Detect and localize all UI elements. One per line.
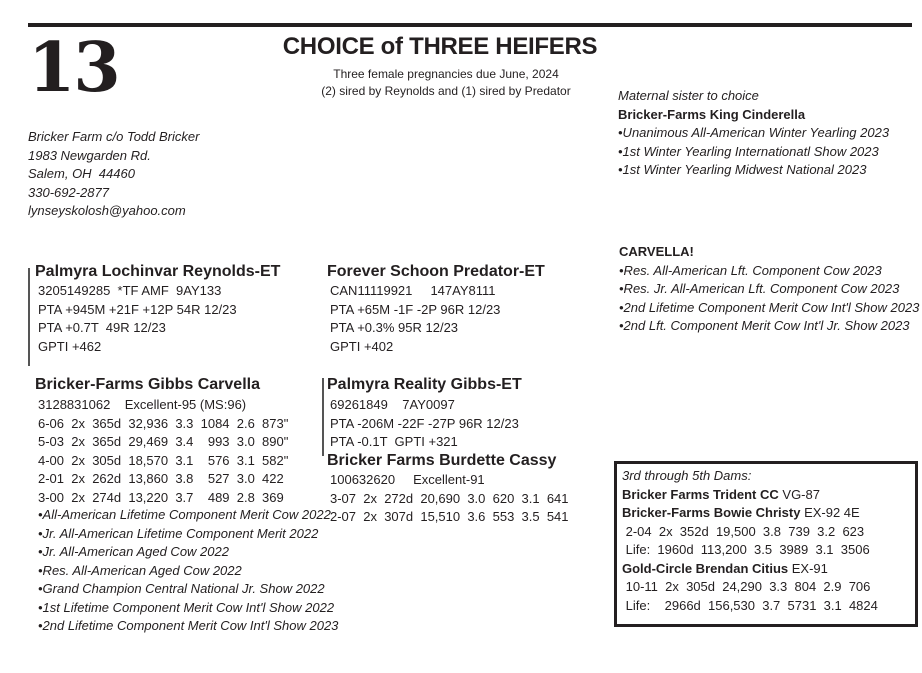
dam-line: 3128831062 Excellent-95 (MS:96) [38,397,247,412]
carvella-award: •2nd Lft. Component Merit Cow Int'l Jr. … [619,318,910,333]
dam4-record: 2-04 2x 352d 19,500 3.8 739 3.2 623 [622,523,865,539]
dam-award: •Res. All-American Aged Cow 2022 [38,562,242,578]
dam-sire-line: PTA -206M -22F -27P 96R 12/23 [330,415,519,431]
dam5-record: 10-11 2x 305d 24,290 3.3 804 2.9 706 [622,579,871,594]
sister-name: Bricker-Farms King Cinderella [618,106,806,122]
dam-award: •Jr. All-American Aged Cow 2022 [38,544,229,559]
dam-details: 3128831062 Excellent-95 (MS:96) 6-06 2x … [38,396,288,507]
dam-award: •Jr. All-American Lifetime Component Mer… [38,525,319,541]
lot-number: 13 [28,28,121,108]
dam-record: 5-03 2x 365d 29,469 3.4 993 3.0 890" [38,434,289,449]
sire1-name: Palmyra Lochinvar Reynolds-ET [35,263,281,280]
sire2-line: PTA +65M -1F -2P 96R 12/23 [330,301,501,317]
dam-record: 4-00 2x 305d 18,570 3.1 576 3.1 582" [38,452,289,468]
sire1-details: 3205149285 *TF AMF 9AY133 PTA +945M +21F… [38,282,237,356]
dam-sire-name: Palmyra Reality Gibbs-ET [327,376,522,393]
consignor-phone: 330-692-2877 [28,184,109,200]
dam-sire-line: 69261849 7AY0097 [330,397,455,412]
dam-award: •Grand Champion Central National Jr. Sho… [38,581,325,596]
sire2-details: CAN11119921 147AY8111 PTA +65M -1F -2P 9… [330,282,500,356]
sister-award: •Unanimous All-American Winter Yearling … [618,125,890,140]
carvella-award: •2nd Lifetime Component Merit Cow Int'l … [619,299,920,315]
pedigree-bracket [28,268,30,366]
dam3-name: Bricker Farms Trident CC [622,486,779,502]
dam4-name: Bricker-Farms Bowie Christy [622,505,801,520]
dam4-score: EX-92 4E [800,505,860,520]
carvella-award: •Res. All-American Lft. Component Cow 20… [619,262,882,278]
dam5-score: EX-91 [788,560,828,576]
sire1-line: PTA +0.7T 49R 12/23 [38,320,166,335]
dam3-score: VG-87 [778,486,820,502]
carvella-award: •Res. Jr. All-American Lft. Component Co… [619,281,900,296]
maternal-sister: Maternal sister to choice Bricker-Farms … [618,87,889,180]
dams-box-content: 3rd through 5th Dams: Bricker Farms Trid… [622,467,878,615]
carvella-note: CARVELLA! •Res. All-American Lft. Compon… [619,243,919,336]
dam-record: 3-00 2x 274d 13,220 3.7 489 2.8 369 [38,489,284,505]
consignor-city: Salem, OH 44460 [28,166,135,181]
dam5-record: Life: 2966d 156,530 3.7 5731 3.1 4824 [622,597,878,613]
dam-record: 2-01 2x 262d 13,860 3.8 527 3.0 422 [38,471,284,486]
sire2-line: CAN11119921 147AY8111 [330,283,496,298]
sire2-line: GPTI +402 [330,338,394,354]
granddam-line: 100632620 Excellent-91 [330,472,485,487]
dam5-name: Gold-Circle Brendan Citius [622,560,789,576]
dam-award: •All-American Lifetime Component Merit C… [38,507,331,522]
dam-award: •2nd Lifetime Component Merit Cow Int'l … [38,618,339,633]
granddam-record: 3-07 2x 272d 20,690 3.0 620 3.1 641 [330,490,569,506]
pedigree-bracket [322,378,324,456]
granddam-details: 100632620 Excellent-91 3-07 2x 272d 20,6… [330,471,569,527]
subtitle: Three female pregnancies due June, 2024 … [296,66,596,100]
top-rule [28,23,912,27]
dam-record: 6-06 2x 365d 32,936 3.3 1084 2.6 873" [38,415,289,431]
dams-heading: 3rd through 5th Dams: [622,468,752,483]
granddam-record: 2-07 2x 307d 15,510 3.6 553 3.5 541 [330,509,569,524]
sire2-name: Forever Schoon Predator-ET [327,263,545,280]
sister-label: Maternal sister to choice [618,88,759,103]
sire1-line: GPTI +462 [38,338,102,354]
consignor-name: Bricker Farm c/o Todd Bricker [28,129,200,144]
dams-box [614,461,918,627]
dam-name: Bricker-Farms Gibbs Carvella [35,376,260,393]
sire2-line: PTA +0.3% 95R 12/23 [330,320,459,335]
sister-award: •1st Winter Yearling Midwest National 20… [618,162,867,177]
subtitle-line: Three female pregnancies due June, 2024 [333,67,559,81]
sire1-line: 3205149285 *TF AMF 9AY133 [38,283,222,298]
dam-sire-details: 69261849 7AY0097 PTA -206M -22F -27P 96R… [330,396,519,452]
subtitle-line: (2) sired by Reynolds and (1) sired by P… [321,84,571,98]
page-title: CHOICE of THREE HEIFERS [282,33,598,60]
dam-award: •1st Lifetime Component Merit Cow Int'l … [38,599,335,615]
carvella-heading: CARVELLA! [619,244,694,259]
sire1-line: PTA +945M +21F +12P 54R 12/23 [38,301,237,317]
granddam-name: Bricker Farms Burdette Cassy [327,452,557,469]
consignor-info: Bricker Farm c/o Todd Bricker 1983 Newga… [28,128,199,221]
consignor-address: 1983 Newgarden Rd. [28,147,151,163]
dam4-record: Life: 1960d 113,200 3.5 3989 3.1 3506 [622,542,870,557]
sister-award: •1st Winter Yearling Internationatl Show… [618,143,879,159]
consignor-email: lynseyskolosh@yahoo.com [28,203,186,218]
dam-sire-line: PTA -0.1T GPTI +321 [330,434,458,449]
dam-awards: •All-American Lifetime Component Merit C… [38,506,338,636]
